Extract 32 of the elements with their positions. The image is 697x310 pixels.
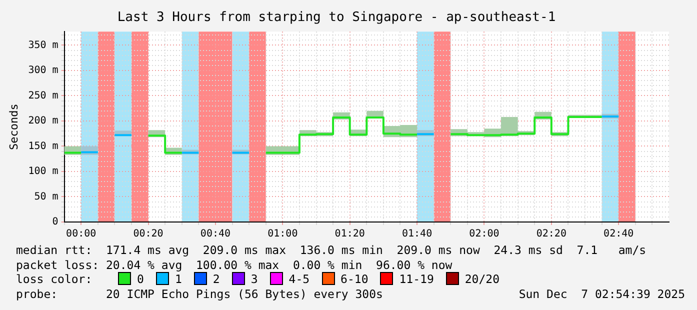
x-tick-label: 00:00 [66,228,96,240]
text: median rtt: 171.4 ms avg 209.0 ms max 136.0 ms min 209.0 ms now 24.3 ms sd 7.1 am/s [16,243,648,258]
text: probe: 20 ICMP Echo Pings (56 Bytes) every 300s [16,286,383,301]
y-axis-title: Seconds [7,104,20,150]
text: Sun Dec 7 02:54:39 2025 [518,286,685,302]
x-tick-label: 02:00 [469,228,500,240]
y-tick-label: 300 m [28,65,58,76]
legend-label: 11-19 [399,272,434,286]
text: packet loss: 20.04 % avg 100.00 % max 0.00 % min 96.00 % now [16,258,454,272]
x-tick-label: 02:40 [604,228,634,240]
legend-label: 6-10 [340,272,368,286]
x-tick-label: 01:40 [402,228,432,240]
y-tick-label: 0 [52,216,58,228]
y-tick-label: 200 m [28,116,58,127]
y-tick-label: 100 m [28,166,58,178]
legend-label: 1 [174,272,182,286]
legend-title: loss color: [16,272,94,286]
legend-label: 4-5 [288,272,310,286]
x-tick-label: 00:20 [133,228,164,240]
legend-label: 0 [137,272,144,286]
y-tick-label: 350 m [28,40,58,51]
x-tick-label: 01:20 [334,228,365,240]
x-tick-label: 01:00 [268,228,298,240]
x-tick-label: 00:40 [200,228,231,240]
legend-label: 3 [250,272,258,286]
y-tick-label: 250 m [28,90,58,102]
y-tick-label: 150 m [28,140,58,152]
x-tick-label: 02:20 [536,228,566,240]
chart-title: Last 3 Hours from starping to Singapore - ap-southeast-1 [117,10,556,26]
legend-label: 20/20 [464,272,500,286]
legend-label: 2 [212,272,220,286]
y-tick-label: 50 m [34,191,58,202]
